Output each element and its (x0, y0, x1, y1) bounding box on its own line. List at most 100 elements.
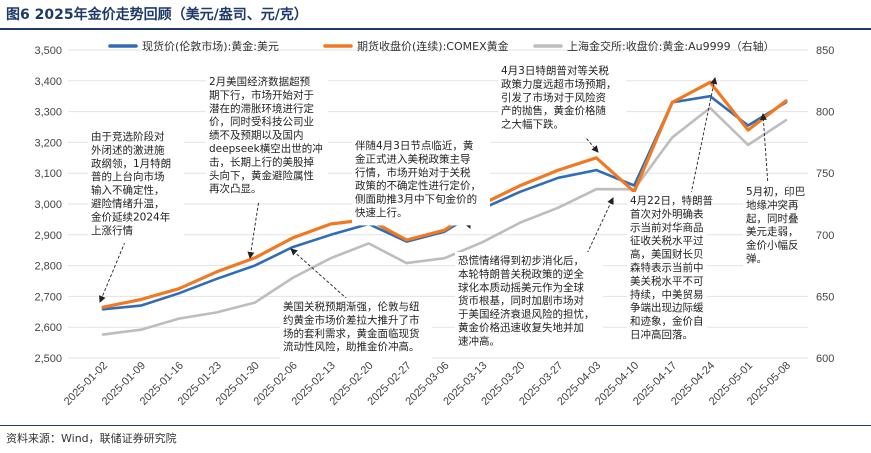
left-tick-label: 3,500 (34, 45, 62, 57)
right-tick-label: 650 (816, 291, 834, 303)
annotation-line: 4月3日特朗普对等关税 (501, 64, 609, 77)
annotation-line: 约黄金市场价差拉大推升了市 (283, 313, 420, 326)
annotation-line: 政纲领，1月特朗 (91, 157, 171, 170)
annotation-line: deepseek横空出世的冲 (209, 142, 323, 155)
source-note: 资料来源：Wind，联储证券研究院 (6, 432, 177, 445)
annotation-line: 征收关税水平过 (630, 234, 704, 247)
annotation-line: 引发了市场对于风险资 (501, 91, 606, 104)
annotation-line: 于美国经济衰退风险的担忧， (458, 308, 595, 321)
annotation-arrow (290, 248, 356, 307)
annotation-line: 输入不确定性， (91, 184, 165, 197)
x-axis-ticks: 2025-01-022025-01-092025-01-162025-01-23… (62, 360, 793, 408)
title-divider (0, 28, 871, 30)
series-line-1 (101, 80, 788, 309)
annotation-arrow (247, 192, 261, 259)
annotation-line: 上涨行情 (91, 224, 133, 237)
annotation-line: 4月22日，特朗普 (630, 194, 713, 207)
annotation-line: 森特表示当前中 (630, 261, 704, 274)
right-axis-ticks: 600 650 700 750 800 850 (816, 45, 834, 365)
annotation-box (627, 192, 707, 348)
annotation-line: 普的上台向市场 (91, 170, 165, 183)
annotation-line: 头向下，黄金避险属性 (209, 169, 314, 182)
left-tick-label: 2,800 (34, 261, 62, 273)
figure-title: 图6 2025年金价走势回顾（美元/盎司、元/克） (6, 7, 308, 23)
annotation-line: 恐慌情绪得到初步消化后， (458, 254, 584, 267)
annotation-box (206, 73, 328, 202)
left-tick-label: 3,000 (34, 199, 62, 211)
annotation-line: 起，同时叠 (746, 213, 799, 225)
legend-label: 上海金交所:收盘价:黄金:Au9999（右轴） (567, 39, 775, 53)
annotation-line: 价，同时受科技公司业 (209, 115, 314, 128)
legend-label: 现货价(伦敦市场):黄金:美元 (142, 39, 279, 53)
annotation-line: 争端出现边际缓 (630, 301, 704, 314)
annotation-line: 期下行，市场开始对于 (209, 88, 314, 101)
annotation-line: 速冲高。 (458, 334, 500, 347)
annotation-line: 场的套利需求，黄金面临现货 (283, 327, 420, 340)
annotation-line: 行情，市场开始对于关税 (355, 166, 471, 179)
annotation-line: 再次凸显。 (209, 182, 262, 195)
annotation-line: 潜在的滞胀环境进行定 (209, 102, 314, 115)
annotation-line: 之大幅下跌。 (501, 118, 564, 131)
annotations: 由于竞选阶段对外闭述的激进施政纲领，1月特朗普的上台向市场输入不确定性，避险情绪… (88, 62, 815, 360)
annotation-line: 流动性风险，助推金价冲高。 (283, 340, 420, 353)
right-tick-label: 850 (816, 45, 834, 57)
annotation-box (498, 62, 626, 137)
legend-label: 期货收盘价(连续):COMEX黄金 (357, 39, 509, 53)
annotation-line: 球化本质动摇美元作为全球 (458, 281, 584, 294)
annotation-line: 弹。 (746, 252, 767, 265)
annotation-line: 产的抛售，黄金价格随 (501, 104, 606, 117)
annotation-line: 快速上行。 (355, 206, 408, 219)
annotation-box (455, 252, 603, 354)
annotation-line: 由于竞选阶段对 (91, 130, 165, 143)
annotation-line: 击，长期上行的美股掉 (209, 155, 314, 168)
left-axis-ticks: 2,500 2,600 2,700 2,800 2,900 3,000 3,100 3,200… (34, 45, 62, 365)
series-line-2 (101, 106, 788, 336)
annotation-arrow (99, 241, 126, 303)
annotation-line: 示当前对华商品 (630, 221, 704, 234)
left-tick-label: 3,300 (34, 107, 62, 119)
annotation-line: 货币根基，同时加剧市场对 (458, 294, 584, 307)
annotation-line: 政策的不确定性进行定价， (355, 179, 481, 192)
annotation-line: 美元走弱， (746, 225, 799, 238)
annotation-line: 黄金价格迅速收复失地并加 (458, 321, 584, 334)
annotation-line: 地缘冲突再 (746, 198, 799, 211)
annotation-line: 本轮特朗普关税政策的逆全 (458, 267, 584, 280)
annotation-line: 金正式进入美税政策主导 (355, 152, 471, 165)
annotation-box (280, 298, 432, 360)
annotation-line: 伴随4月3日节点临近，黄 (355, 139, 473, 152)
right-tick-label: 750 (816, 168, 834, 180)
annotation-arrow (584, 197, 614, 259)
annotation-line: 和迹象，金价自 (630, 315, 704, 328)
annotation-line: 持续，中美贸易 (630, 288, 704, 301)
right-tick-label: 700 (816, 230, 834, 242)
annotation-line: 避险情绪升温， (91, 197, 165, 210)
annotation-line: 首次对外明确表 (630, 207, 704, 220)
right-tick-label: 600 (816, 353, 834, 365)
series-lines (101, 80, 788, 336)
annotation-line: 美国关税预期渐强，伦敦与纽 (283, 300, 420, 313)
annotation-line: 金价小幅反 (746, 239, 799, 252)
annotation-line: 金价延续2024年 (91, 210, 170, 223)
annotation-box (352, 137, 490, 226)
annotation-line: 美关税水平不可 (630, 274, 704, 287)
annotation-arrow (759, 113, 769, 187)
left-tick-label: 2,500 (34, 353, 62, 365)
annotation-line: 高，美国财长贝 (630, 248, 704, 261)
annotation-box (88, 128, 184, 244)
annotation-arrow (689, 77, 718, 200)
legend: 现货价(伦敦市场):黄金:美元 期货收盘价(连续):COMEX黄金 上海金交所:收盘… (108, 39, 775, 53)
annotation-line: 侧面助推3月中下旬金价的 (355, 193, 477, 206)
left-tick-label: 3,200 (34, 137, 62, 149)
footer-divider (0, 425, 871, 426)
annotation-box (743, 183, 815, 272)
left-tick-label: 3,100 (34, 168, 62, 180)
gridlines (68, 49, 808, 359)
left-tick-label: 2,700 (34, 291, 62, 303)
annotation-line: 5月初，印巴 (746, 185, 805, 198)
right-tick-label: 800 (816, 107, 834, 119)
left-tick-label: 2,600 (34, 322, 62, 334)
annotation-line: 政策力度远超市场预期， (501, 77, 617, 90)
annotation-line: 2月美国经济数据超预 (209, 75, 311, 88)
annotation-line: 外闭述的激进施 (91, 143, 165, 156)
